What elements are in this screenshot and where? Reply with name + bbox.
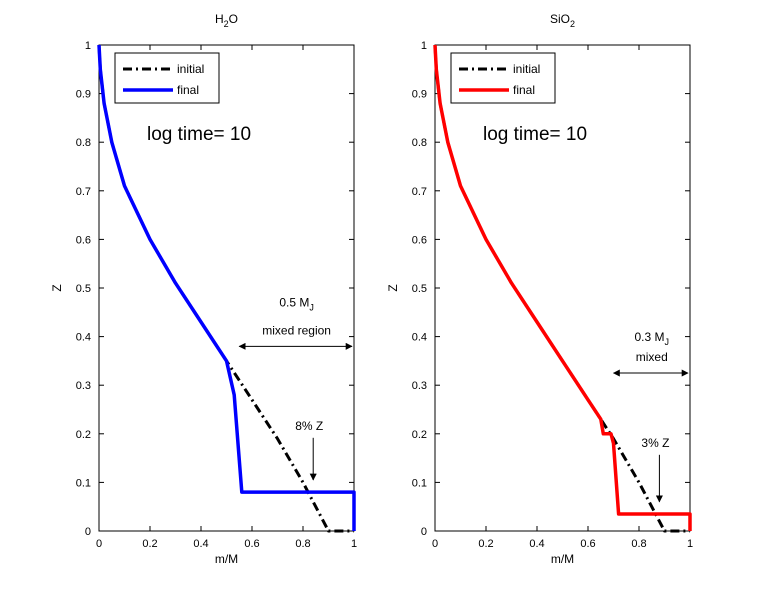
y-tick-label: 0.6 (412, 234, 427, 246)
legend-label-final: final (513, 83, 535, 97)
log-time-label: log time= 10 (483, 124, 587, 145)
axes-box (434, 44, 691, 532)
y-axis-label: Z (386, 284, 400, 291)
legend-label-initial: initial (177, 62, 204, 76)
x-tick-label: 0.2 (142, 538, 157, 550)
series-line-initial (433, 44, 690, 533)
mixed-mass-label: 0.5 MJ (279, 295, 314, 312)
x-axis-label: m/M (551, 552, 574, 566)
y-axis-label: Z (50, 284, 64, 291)
y-tick-label: 0.8 (76, 137, 91, 149)
x-tick-label: 0.2 (478, 538, 493, 550)
y-tick-label: 0.1 (412, 477, 427, 489)
y-tick-label: 0.5 (76, 283, 91, 295)
x-tick-label: 1 (351, 538, 357, 550)
y-tick-label: 0.2 (76, 429, 91, 441)
x-axis-label: m/M (215, 552, 238, 566)
series-line-final (97, 44, 356, 531)
y-tick-label: 0.3 (412, 380, 427, 392)
y-tick-label: 1 (85, 40, 91, 52)
chart-title: SiO2 (550, 12, 575, 29)
y-tick-label: 1 (421, 40, 427, 52)
y-tick-label: 0.8 (412, 137, 427, 149)
y-tick-label: 0.5 (412, 283, 427, 295)
chart-panel-1: SiO2 0 0.2 0.4 0.6 0.8 1 0 0.1 0.2 0.3 0.4 0.5 0.6 0.7… (386, 12, 693, 566)
y-tick-label: 0.3 (76, 380, 91, 392)
mixed-region-label: mixed region (262, 323, 331, 337)
y-tick-label: 0.4 (76, 332, 91, 344)
legend: initial final (114, 52, 220, 104)
legend-label-initial: initial (513, 62, 540, 76)
y-tick-label: 0.2 (412, 429, 427, 441)
y-tick-label: 0.6 (76, 234, 91, 246)
chart-panel-0: H2O 0 0.2 0.4 0.6 0.8 1 0 0.1 0.2 0.3 0.4 0.5 0.6 0.7 0… (50, 12, 357, 566)
y-tick-label: 0.1 (76, 477, 91, 489)
chart-title: H2O (215, 12, 238, 29)
x-tick-label: 0 (96, 538, 102, 550)
series-line-final (433, 44, 692, 531)
y-tick-label: 0.9 (76, 89, 91, 101)
mixed-mass-label: 0.3 MJ (634, 330, 669, 347)
y-tick-label: 0.4 (412, 332, 427, 344)
x-tick-label: 0.8 (295, 538, 310, 550)
axes-box (98, 44, 355, 532)
legend-label-final: final (177, 83, 199, 97)
y-tick-label: 0.9 (412, 89, 427, 101)
z-percent-label: 8% Z (295, 419, 323, 433)
x-tick-label: 1 (687, 538, 693, 550)
x-tick-label: 0.8 (631, 538, 646, 550)
x-tick-label: 0.4 (529, 538, 544, 550)
z-percent-label: 3% Z (641, 436, 669, 450)
y-tick-label: 0 (85, 526, 91, 538)
series-line-initial (97, 44, 354, 533)
log-time-label: log time= 10 (147, 124, 251, 145)
y-tick-label: 0 (421, 526, 427, 538)
x-tick-label: 0 (432, 538, 438, 550)
legend-box (450, 52, 556, 104)
x-tick-label: 0.4 (193, 538, 208, 550)
legend: initial final (450, 52, 556, 104)
y-tick-label: 0.7 (76, 186, 91, 198)
x-tick-label: 0.6 (244, 538, 259, 550)
y-tick-label: 0.7 (412, 186, 427, 198)
x-tick-label: 0.6 (580, 538, 595, 550)
legend-box (114, 52, 220, 104)
mixed-region-label: mixed (636, 350, 668, 364)
